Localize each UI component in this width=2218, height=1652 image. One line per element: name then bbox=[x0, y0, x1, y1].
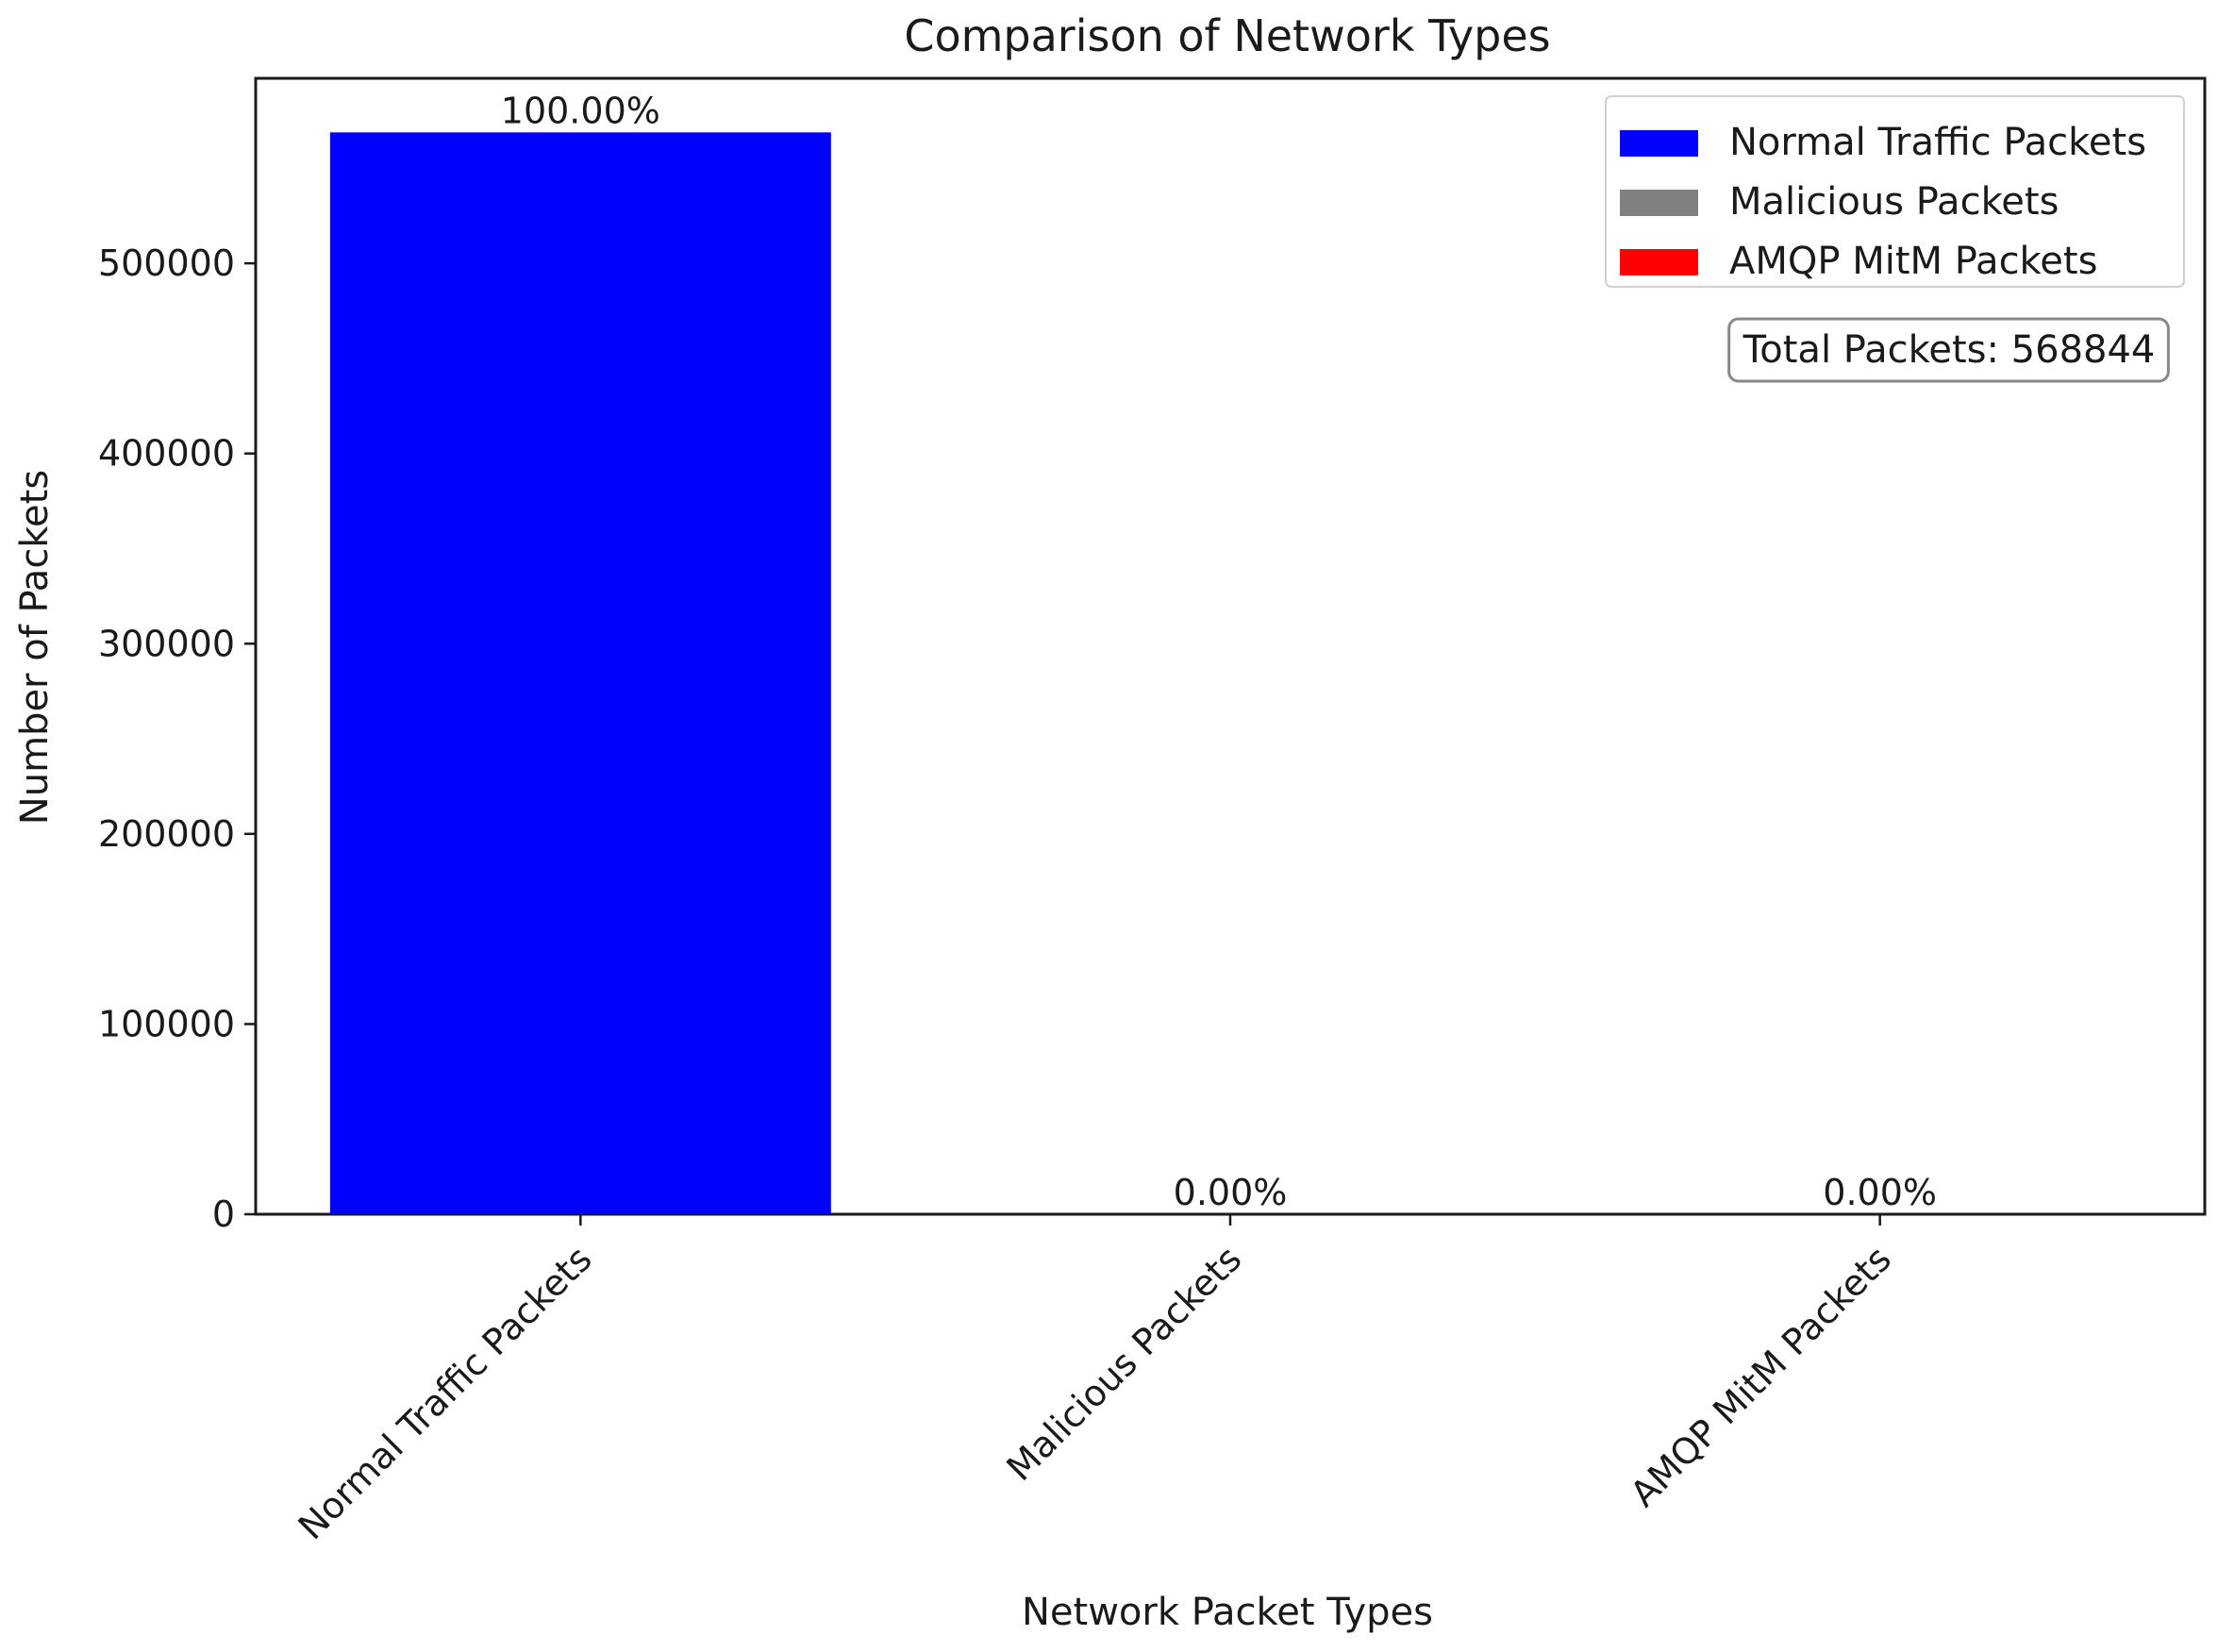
y-axis-label: Number of Packets bbox=[13, 470, 57, 825]
x-tick-label: Malicious Packets bbox=[999, 1238, 1250, 1489]
y-tick-label: 300000 bbox=[98, 623, 235, 664]
y-tick-label: 500000 bbox=[98, 242, 235, 284]
total-packets-text: Total Packets: 568844 bbox=[1743, 328, 2156, 372]
total-packets-annotation: Total Packets: 568844 bbox=[1727, 317, 2170, 383]
legend-swatch bbox=[1620, 190, 1698, 216]
chart-title: Comparison of Network Types bbox=[904, 10, 1550, 61]
annotation-box bbox=[1727, 317, 2170, 383]
x-tick-label: Normal Traffic Packets bbox=[291, 1238, 600, 1547]
bar-value-label: 0.00% bbox=[1823, 1172, 1937, 1213]
legend-swatch bbox=[1620, 130, 1698, 157]
legend-label: Normal Traffic Packets bbox=[1729, 121, 2146, 164]
bar-value-label: 100.00% bbox=[501, 90, 660, 131]
legend-box bbox=[1605, 95, 2185, 288]
y-tick-label: 100000 bbox=[98, 1003, 235, 1044]
legend: Normal Traffic Packets Malicious Packets A… bbox=[1605, 95, 2185, 288]
x-axis-label: Network Packet Types bbox=[1022, 1591, 1433, 1634]
bar-value-label: 0.00% bbox=[1174, 1172, 1288, 1213]
bar-normal-traffic-packets bbox=[329, 132, 831, 1214]
y-tick-label: 0 bbox=[212, 1193, 235, 1235]
y-tick-label: 400000 bbox=[98, 433, 235, 475]
legend-label: Malicious Packets bbox=[1729, 180, 2059, 224]
legend-label: AMQP MitM Packets bbox=[1729, 240, 2097, 283]
plot-area: 0 100000 200000 300000 400000 500000 100.00% No… bbox=[98, 76, 2207, 1547]
legend-swatch bbox=[1620, 249, 1698, 275]
x-tick-label: AMQP MitM Packets bbox=[1623, 1238, 1899, 1514]
y-tick-label: 200000 bbox=[98, 813, 235, 855]
